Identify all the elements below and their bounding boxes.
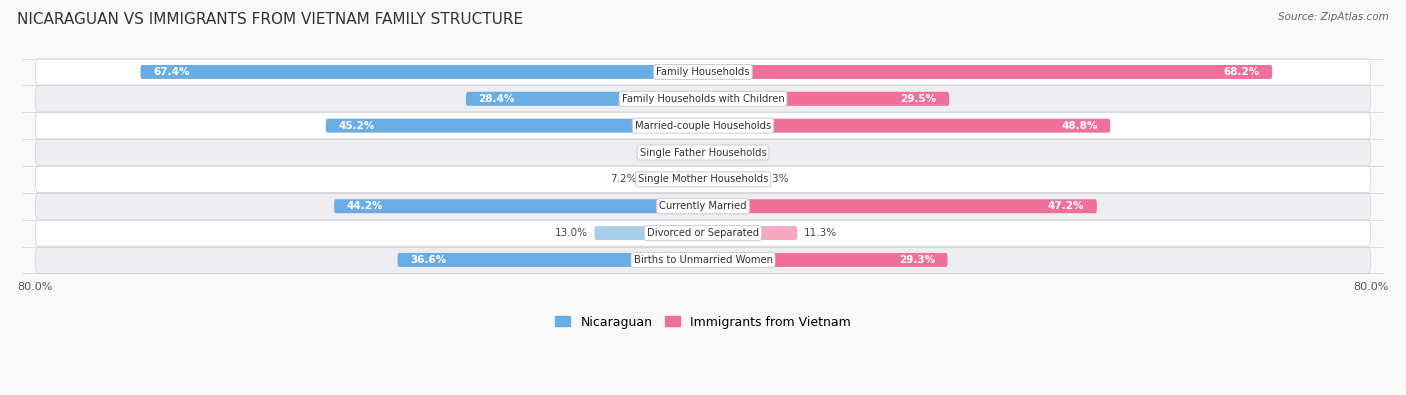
FancyBboxPatch shape xyxy=(35,192,1371,220)
FancyBboxPatch shape xyxy=(35,58,1371,86)
FancyBboxPatch shape xyxy=(703,172,755,186)
Text: Births to Unmarried Women: Births to Unmarried Women xyxy=(634,255,772,265)
FancyBboxPatch shape xyxy=(326,118,703,133)
FancyBboxPatch shape xyxy=(703,65,1272,79)
FancyBboxPatch shape xyxy=(35,139,1371,166)
FancyBboxPatch shape xyxy=(35,166,1371,193)
Text: 13.0%: 13.0% xyxy=(555,228,588,238)
Text: 28.4%: 28.4% xyxy=(478,94,515,104)
Text: 68.2%: 68.2% xyxy=(1223,67,1260,77)
Text: Single Father Households: Single Father Households xyxy=(640,147,766,158)
FancyBboxPatch shape xyxy=(703,92,949,106)
Text: Family Households with Children: Family Households with Children xyxy=(621,94,785,104)
FancyBboxPatch shape xyxy=(465,92,703,106)
Text: Family Households: Family Households xyxy=(657,67,749,77)
Text: Divorced or Separated: Divorced or Separated xyxy=(647,228,759,238)
FancyBboxPatch shape xyxy=(643,172,703,186)
Legend: Nicaraguan, Immigrants from Vietnam: Nicaraguan, Immigrants from Vietnam xyxy=(550,310,856,333)
Text: NICARAGUAN VS IMMIGRANTS FROM VIETNAM FAMILY STRUCTURE: NICARAGUAN VS IMMIGRANTS FROM VIETNAM FA… xyxy=(17,12,523,27)
FancyBboxPatch shape xyxy=(35,112,1371,139)
FancyBboxPatch shape xyxy=(703,118,1111,133)
Text: 2.4%: 2.4% xyxy=(730,147,756,158)
FancyBboxPatch shape xyxy=(682,145,703,160)
Text: 7.2%: 7.2% xyxy=(610,174,637,184)
Text: 44.2%: 44.2% xyxy=(347,201,384,211)
FancyBboxPatch shape xyxy=(595,226,703,240)
Text: 36.6%: 36.6% xyxy=(411,255,446,265)
Text: 67.4%: 67.4% xyxy=(153,67,190,77)
Text: 2.6%: 2.6% xyxy=(648,147,675,158)
Text: 29.5%: 29.5% xyxy=(901,94,936,104)
Text: 48.8%: 48.8% xyxy=(1062,120,1098,131)
Text: 45.2%: 45.2% xyxy=(339,120,374,131)
FancyBboxPatch shape xyxy=(398,253,703,267)
Text: 29.3%: 29.3% xyxy=(898,255,935,265)
FancyBboxPatch shape xyxy=(35,85,1371,113)
FancyBboxPatch shape xyxy=(335,199,703,213)
FancyBboxPatch shape xyxy=(703,145,723,160)
FancyBboxPatch shape xyxy=(35,219,1371,247)
Text: Single Mother Households: Single Mother Households xyxy=(638,174,768,184)
Text: Source: ZipAtlas.com: Source: ZipAtlas.com xyxy=(1278,12,1389,22)
Text: Currently Married: Currently Married xyxy=(659,201,747,211)
FancyBboxPatch shape xyxy=(141,65,703,79)
FancyBboxPatch shape xyxy=(703,226,797,240)
Text: 11.3%: 11.3% xyxy=(804,228,837,238)
FancyBboxPatch shape xyxy=(703,199,1097,213)
Text: 47.2%: 47.2% xyxy=(1047,201,1084,211)
FancyBboxPatch shape xyxy=(35,246,1371,274)
Text: Married-couple Households: Married-couple Households xyxy=(636,120,770,131)
Text: 6.3%: 6.3% xyxy=(762,174,789,184)
FancyBboxPatch shape xyxy=(703,253,948,267)
